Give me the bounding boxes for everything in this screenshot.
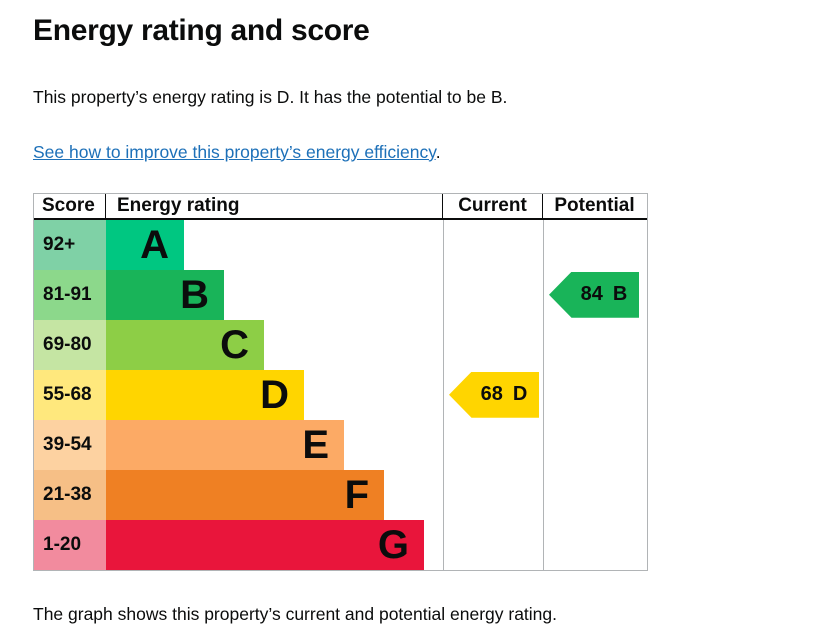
potential-rating-arrow: 84 B	[549, 271, 639, 318]
score-range-label: 81-91	[43, 283, 92, 305]
band-letter: C	[220, 322, 249, 367]
current-cell	[443, 219, 543, 270]
chart-header-row: Score Energy rating Current Potential	[34, 193, 647, 220]
energy-band-bar: D	[106, 369, 304, 420]
band-letter: E	[302, 422, 329, 467]
chart-row: 69-80 C	[34, 319, 647, 370]
band-letter: G	[377, 522, 409, 567]
chart-row: 92+ A	[34, 219, 647, 270]
potential-cell	[543, 369, 646, 420]
rating-cell: C	[106, 319, 443, 370]
improve-efficiency-link[interactable]: See how to improve this property’s energ…	[33, 141, 436, 162]
score-range-label: 21-38	[43, 483, 92, 505]
rating-cell: F	[106, 469, 443, 520]
chart-footnote: The graph shows this property’s current …	[33, 603, 558, 624]
potential-cell	[543, 519, 646, 570]
chart-row: 81-91 B 84 B	[34, 269, 647, 320]
score-cell: 81-91	[34, 269, 106, 320]
energy-rating-section: Energy rating and score This property’s …	[33, 14, 680, 624]
score-cell: 1-20	[34, 519, 106, 570]
score-range-label: 39-54	[43, 433, 92, 455]
energy-band-bar: E	[106, 419, 344, 470]
epc-rating-chart: Score Energy rating Current Potential 92…	[33, 192, 648, 571]
arrow-score-value: 68	[480, 383, 503, 406]
energy-band-bar: B	[106, 269, 224, 320]
current-cell: 68 D	[443, 369, 543, 420]
potential-cell	[543, 219, 646, 270]
score-range-label: 69-80	[43, 333, 92, 355]
score-range-label: 1-20	[43, 533, 82, 555]
energy-band-bar: A	[106, 219, 184, 270]
chart-body: 92+ A 81-91 B 84 B 69-80 C	[34, 219, 647, 570]
score-cell: 39-54	[34, 419, 106, 470]
potential-cell: 84 B	[543, 269, 646, 320]
chart-row: 39-54 E	[34, 419, 647, 470]
current-cell	[443, 519, 543, 570]
band-letter: F	[344, 472, 369, 517]
rating-summary-text: This property’s energy rating is D. It h…	[33, 87, 508, 107]
improve-efficiency-line: See how to improve this property’s energ…	[33, 142, 680, 163]
energy-band-bar: F	[106, 469, 384, 520]
score-cell: 92+	[34, 219, 106, 270]
header-potential: Potential	[554, 194, 635, 216]
rating-cell: A	[106, 219, 443, 270]
score-range-label: 55-68	[43, 383, 92, 405]
link-suffix-period: .	[435, 141, 441, 162]
potential-cell	[543, 469, 646, 520]
current-cell	[443, 469, 543, 520]
chart-row: 55-68 D 68 D	[34, 369, 647, 420]
score-range-label: 92+	[43, 233, 76, 255]
score-cell: 55-68	[34, 369, 106, 420]
current-cell	[443, 419, 543, 470]
rating-cell: G	[106, 519, 443, 570]
rating-cell: E	[106, 419, 443, 470]
chart-row: 1-20 G	[34, 519, 647, 570]
band-letter: A	[140, 222, 169, 267]
energy-band-bar: C	[106, 319, 264, 370]
arrow-score-value: 84	[580, 283, 603, 306]
band-letter: B	[180, 272, 209, 317]
current-cell	[443, 319, 543, 370]
band-letter: D	[260, 372, 289, 417]
current-rating-arrow: 68 D	[449, 371, 539, 418]
energy-band-bar: G	[106, 519, 424, 570]
header-current: Current	[443, 193, 543, 218]
potential-cell	[543, 319, 646, 370]
arrow-band-letter: D	[512, 383, 528, 406]
score-cell: 69-80	[34, 319, 106, 370]
rating-cell: D	[106, 369, 443, 420]
current-cell	[443, 269, 543, 320]
rating-cell: B	[106, 269, 443, 320]
score-cell: 21-38	[34, 469, 106, 520]
page-title: Energy rating and score	[33, 14, 370, 47]
chart-row: 21-38 F	[34, 469, 647, 520]
header-energy-rating: Energy rating	[106, 193, 443, 218]
potential-cell	[543, 419, 646, 470]
header-score: Score	[34, 193, 106, 218]
arrow-band-letter: B	[612, 283, 628, 306]
